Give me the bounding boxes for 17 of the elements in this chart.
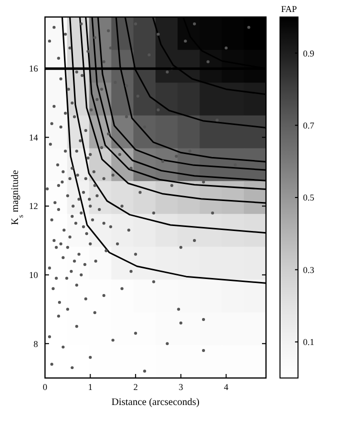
x-tick-label: 2 [133, 382, 138, 392]
color-bar-label: 0.3 [303, 264, 315, 275]
color-bar-label: 0.7 [303, 120, 315, 130]
y-tick-label: 12 [29, 201, 38, 212]
x-tick-label: 1 [88, 382, 93, 392]
y-tick-label: 8 [34, 338, 38, 349]
x-tick-label: 4 [224, 382, 229, 392]
x-axis-title: Distance (arcseconds) [111, 397, 200, 408]
color-bar-title: FAP [281, 4, 297, 14]
x-tick-label: 0 [42, 382, 48, 392]
x-tick-label: 3 [178, 382, 184, 392]
y-tick-label: 10 [29, 270, 38, 280]
color-bar-label: 0.1 [303, 337, 314, 348]
color-bar-label: 0.9 [303, 48, 315, 58]
y-tick-label: 16 [29, 64, 38, 74]
y-tick-label: 14 [29, 132, 38, 142]
color-bar-label: 0.5 [303, 192, 315, 203]
